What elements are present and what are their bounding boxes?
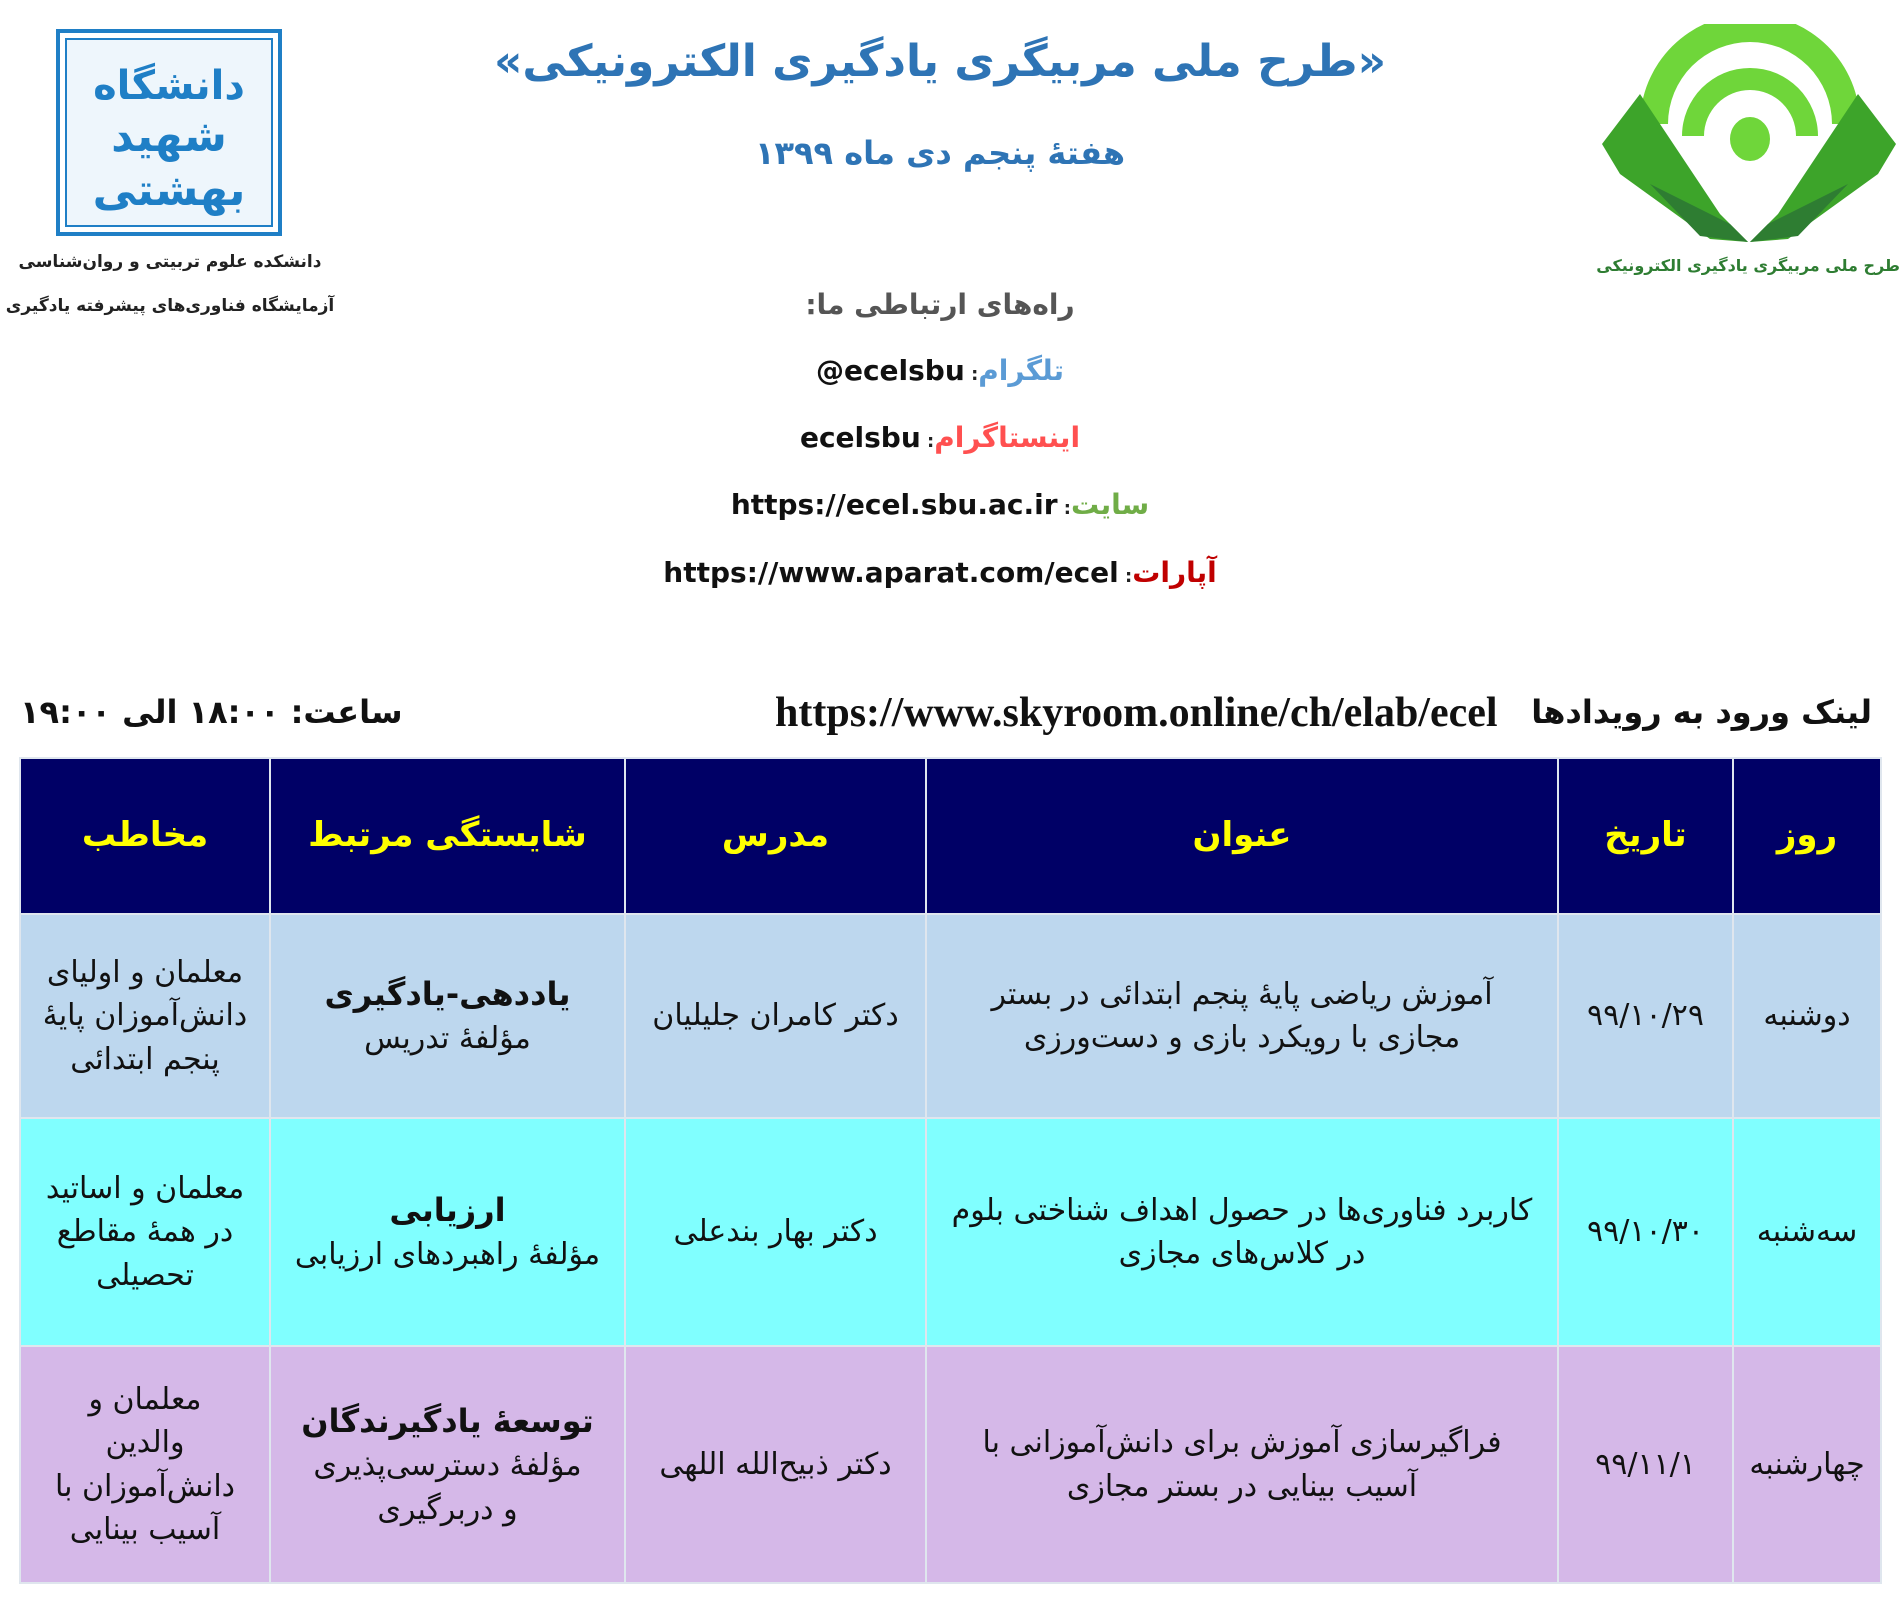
cell-date: ۹۹/۱۰/۲۹ <box>1557 913 1734 1119</box>
title-line: آموزش ریاضی پایهٔ پنجم ابتدائی در بستر <box>991 976 1493 1012</box>
instagram-value[interactable]: ecelsbu <box>799 421 921 454</box>
table-row: چهارشنبه ۹۹/۱۱/۱ فراگیرسازی آموزش برای د… <box>19 1345 1882 1584</box>
audience-line: معلمان و اولیای <box>46 954 244 990</box>
audience-line: آسیب بینایی <box>69 1512 221 1547</box>
aparat-label: آپارات <box>1132 556 1217 589</box>
competency-name: توسعهٔ یادگیرندگان <box>301 1401 594 1440</box>
cell-date: ۹۹/۱۰/۳۰ <box>1557 1117 1734 1347</box>
component-line: مؤلفهٔ تدریس <box>364 1021 531 1057</box>
title-line: مجازی با رویکرد بازی و دست‌ورزی <box>1023 1020 1461 1055</box>
contact-website[interactable]: سایت: https://ecel.sbu.ac.ir <box>730 488 1150 521</box>
cell-day: چهارشنبه <box>1732 1345 1882 1584</box>
cell-audience: معلمان و اولیای دانش‌آموزان پایهٔ پنجم ابت… <box>19 913 271 1119</box>
lab-caption: آزمایشگاه فناوری‌های پیشرفته یادگیری <box>5 296 335 316</box>
cell-title: کاربرد فناوری‌ها در حصول اهداف شناختی بل… <box>925 1117 1559 1347</box>
contact-aparat[interactable]: آپارات: https://www.aparat.com/ecel <box>663 556 1217 589</box>
header-audience: مخاطب <box>19 757 271 915</box>
instagram-label: اینستاگرام <box>934 421 1081 454</box>
faculty-caption: دانشکده علوم تربیتی و روان‌شناسی <box>18 252 322 272</box>
website-label: سایت <box>1070 488 1150 521</box>
audience-line: پنجم ابتدائی <box>70 1041 220 1077</box>
cell-title: آموزش ریاضی پایهٔ پنجم ابتدائی در بستر مج… <box>925 913 1559 1119</box>
header-title: عنوان <box>925 757 1559 915</box>
events-link-row: ساعت: ۱۸:۰۰ الی ۱۹:۰۰ https://www.skyroo… <box>0 690 1880 743</box>
cell-teacher: دکتر ذبیح‌الله اللهی <box>624 1345 927 1584</box>
header-date: تاریخ <box>1557 757 1734 915</box>
cell-competency: یاددهی-یادگیری مؤلفهٔ تدریس <box>269 913 626 1119</box>
cell-teacher: دکتر کامران جلیلیان <box>624 913 927 1119</box>
table-row: سه‌شنبه ۹۹/۱۰/۳۰ کاربرد فناوری‌ها در حصو… <box>19 1117 1882 1347</box>
audience-line: والدین <box>105 1425 185 1460</box>
header-competency: شایستگی مرتبط <box>269 757 626 915</box>
title-line: فراگیرسازی آموزش برای دانش‌آموزانی با <box>982 1425 1502 1460</box>
cell-title: فراگیرسازی آموزش برای دانش‌آموزانی با آسی… <box>925 1345 1559 1584</box>
telegram-label: تلگرام <box>978 354 1065 387</box>
audience-line: معلمان و اساتید <box>45 1170 245 1206</box>
contact-telegram[interactable]: تلگرام: @ecelsbu <box>815 354 1065 387</box>
title-line: کاربرد فناوری‌ها در حصول اهداف شناختی بل… <box>951 1192 1533 1228</box>
cell-competency: توسعهٔ یادگیرندگان مؤلفهٔ دسترسی‌پذیری و د… <box>269 1345 626 1584</box>
aparat-value[interactable]: https://www.aparat.com/ecel <box>663 556 1119 589</box>
cell-teacher: دکتر بهار بندعلی <box>624 1117 927 1347</box>
telegram-value[interactable]: @ecelsbu <box>815 354 965 387</box>
table-row: دوشنبه ۹۹/۱۰/۲۹ آموزش ریاضی پایهٔ پنجم ا… <box>19 913 1882 1119</box>
audience-line: دانش‌آموزان با <box>54 1468 236 1504</box>
audience-line: در همهٔ مقاطع <box>56 1214 234 1250</box>
component-line: مؤلفهٔ دسترسی‌پذیری <box>313 1448 582 1484</box>
program-logo-caption: طرح ملی مربیگری یادگیری الکترونیکی <box>1596 256 1900 275</box>
page-title: «طرح ملی مربیگری یادگیری الکترونیکی» <box>493 36 1387 87</box>
title-line: آسیب بینایی در بستر مجازی <box>1066 1468 1418 1504</box>
cell-day: سه‌شنبه <box>1732 1117 1882 1347</box>
table-header-row: روز تاریخ عنوان مدرس شایستگی مرتبط مخاطب <box>19 757 1882 915</box>
events-link-url[interactable]: https://www.skyroom.online/ch/elab/ecel <box>775 690 1498 736</box>
header-teacher: مدرس <box>624 757 927 915</box>
contact-heading: راه‌های ارتباطی ما: <box>805 288 1075 321</box>
component-line: و دربرگیری <box>377 1491 518 1527</box>
component-line: مؤلفهٔ راهبردهای ارزیابی <box>294 1237 601 1273</box>
page-subtitle: هفتهٔ پنجم دی ماه ۱۳۹۹ <box>754 134 1126 172</box>
cell-audience: معلمان و اساتید در همهٔ مقاطع تحصیلی <box>19 1117 271 1347</box>
competency-name: ارزیابی <box>389 1191 506 1230</box>
website-value[interactable]: https://ecel.sbu.ac.ir <box>730 488 1058 521</box>
contact-instagram[interactable]: اینستاگرام: ecelsbu <box>799 421 1081 454</box>
title-line: در کلاس‌های مجازی <box>1118 1236 1366 1271</box>
audience-line: معلمان و <box>88 1381 202 1417</box>
cell-day: دوشنبه <box>1732 913 1882 1119</box>
audience-line: تحصیلی <box>96 1257 194 1293</box>
cell-competency: ارزیابی مؤلفهٔ راهبردهای ارزیابی <box>269 1117 626 1347</box>
svg-text:بهشتی: بهشتی <box>93 165 246 216</box>
event-time: ساعت: ۱۸:۰۰ الی ۱۹:۰۰ <box>20 693 403 731</box>
competency-name: یاددهی-یادگیری <box>324 975 571 1014</box>
svg-text:شهید: شهید <box>111 111 227 162</box>
audience-line: دانش‌آموزان پایهٔ <box>42 998 248 1034</box>
svg-text:دانشگاه: دانشگاه <box>93 62 245 109</box>
cell-audience: معلمان و والدین دانش‌آموزان با آسیب بینایی <box>19 1345 271 1584</box>
events-link-label: لینک ورود به رویدادها <box>1531 693 1872 731</box>
schedule-table: روز تاریخ عنوان مدرس شایستگی مرتبط مخاطب… <box>19 757 1882 1584</box>
header-day: روز <box>1732 757 1882 915</box>
cell-date: ۹۹/۱۱/۱ <box>1557 1345 1734 1584</box>
university-logo: دانشگاه شهید بهشتی <box>56 29 282 236</box>
program-logo <box>1600 14 1898 246</box>
